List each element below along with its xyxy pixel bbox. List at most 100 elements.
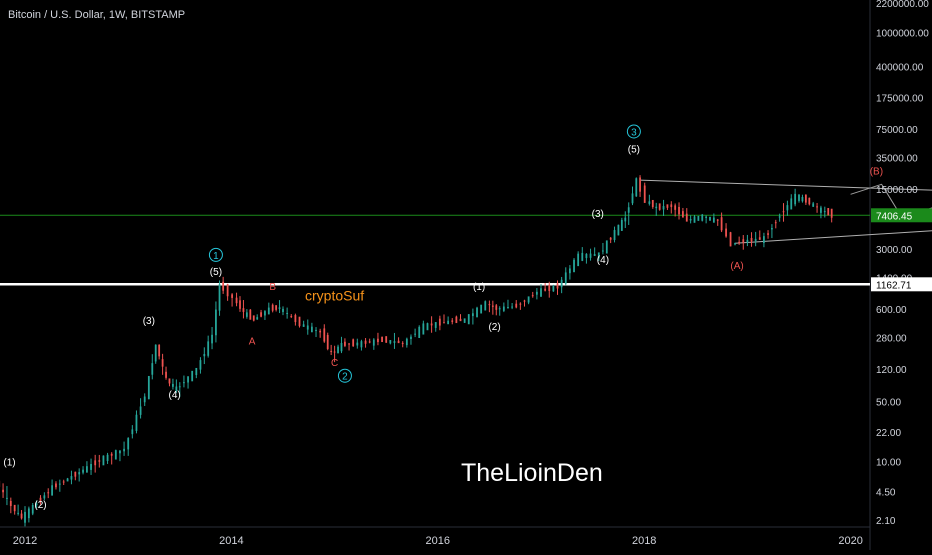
candle-body bbox=[632, 193, 634, 203]
candle-body bbox=[812, 203, 814, 206]
candle-body bbox=[528, 296, 530, 302]
candle-body bbox=[215, 310, 217, 336]
candle-body bbox=[674, 205, 676, 209]
candle-body bbox=[794, 194, 796, 204]
candle-body bbox=[439, 319, 441, 326]
candle-body bbox=[17, 513, 19, 514]
candle-body bbox=[783, 211, 785, 212]
candle-body bbox=[319, 331, 321, 333]
candle-body bbox=[738, 242, 740, 243]
candle-body bbox=[59, 484, 61, 485]
candle-body bbox=[709, 217, 711, 221]
candle-body bbox=[763, 236, 765, 243]
candle-body bbox=[282, 309, 284, 312]
candle-body bbox=[594, 254, 596, 256]
wave-label: (3) bbox=[143, 316, 155, 327]
candle-body bbox=[655, 207, 657, 208]
candle-body bbox=[256, 317, 258, 319]
candle-body bbox=[659, 203, 661, 209]
wave-label: A bbox=[249, 337, 256, 348]
candle-body bbox=[361, 341, 363, 347]
candle-body bbox=[802, 197, 804, 201]
candle-body bbox=[816, 206, 818, 207]
candle-body bbox=[557, 283, 559, 288]
candle-body bbox=[260, 312, 262, 316]
candle-body bbox=[492, 306, 494, 307]
candle-body bbox=[373, 339, 375, 345]
candle-body bbox=[103, 456, 105, 466]
wave-label: (1) bbox=[473, 282, 485, 293]
candle-body bbox=[268, 308, 270, 315]
candle-body bbox=[682, 211, 684, 217]
candle-body bbox=[246, 312, 248, 316]
wave-label: 3 bbox=[631, 127, 637, 138]
candle-body bbox=[239, 300, 241, 309]
candle-body bbox=[663, 206, 665, 209]
candle-body bbox=[606, 240, 608, 253]
candle-body bbox=[264, 311, 266, 315]
candle-body bbox=[275, 305, 277, 310]
candle-body bbox=[573, 260, 575, 272]
wave-label: (A) bbox=[730, 261, 743, 272]
candle-body bbox=[786, 205, 788, 210]
candle-body bbox=[524, 301, 526, 302]
price-tick-label: 15000.00 bbox=[876, 185, 918, 196]
candle-body bbox=[158, 345, 160, 356]
candle-body bbox=[805, 195, 807, 203]
candle-body bbox=[32, 505, 34, 514]
candle-body bbox=[90, 464, 92, 470]
wave-label: (4) bbox=[169, 390, 181, 401]
candle-body bbox=[356, 343, 358, 346]
brand-label: cryptoSuf bbox=[305, 288, 364, 304]
candle-body bbox=[431, 323, 433, 325]
candle-body bbox=[581, 253, 583, 261]
price-tick-label: 3000.00 bbox=[876, 245, 913, 256]
candle-body bbox=[410, 337, 412, 339]
candle-body bbox=[389, 340, 391, 343]
candle-body bbox=[717, 220, 719, 221]
candle-body bbox=[705, 217, 707, 218]
candle-body bbox=[323, 328, 325, 341]
candle-body bbox=[569, 268, 571, 273]
candle-body bbox=[211, 335, 213, 344]
price-tick-label: 50.00 bbox=[876, 398, 901, 409]
candle-body bbox=[385, 336, 387, 343]
candle-body bbox=[725, 229, 727, 237]
candle-body bbox=[344, 342, 346, 346]
candle-body bbox=[443, 322, 445, 323]
candle-body bbox=[713, 218, 715, 223]
price-tick-label: 2200000.00 bbox=[876, 0, 929, 10]
candle-body bbox=[652, 200, 654, 207]
candle-body bbox=[219, 284, 221, 310]
candle-body bbox=[460, 319, 462, 321]
chart-title: Bitcoin / U.S. Dollar, 1W, BITSTAMP bbox=[8, 9, 185, 21]
price-tick-label: 22.00 bbox=[876, 428, 901, 439]
time-tick-label: 2020 bbox=[838, 535, 862, 547]
candle-body bbox=[540, 288, 542, 297]
candle-body bbox=[565, 272, 567, 283]
candle-body bbox=[670, 204, 672, 207]
candle-body bbox=[697, 216, 699, 221]
candle-body bbox=[610, 238, 612, 240]
candle-body bbox=[369, 341, 371, 342]
candle-body bbox=[24, 512, 26, 523]
candle-body bbox=[348, 344, 350, 345]
wave-label: B bbox=[269, 282, 276, 293]
candle-body bbox=[227, 284, 229, 296]
candle-body bbox=[394, 341, 396, 343]
candle-body bbox=[468, 314, 470, 324]
wave-label: (2) bbox=[34, 500, 46, 511]
candle-body bbox=[532, 295, 534, 296]
candle-body bbox=[678, 207, 680, 214]
candle-body bbox=[648, 201, 650, 204]
candle-body bbox=[820, 208, 822, 213]
candle-body bbox=[107, 455, 109, 461]
candle-body bbox=[503, 307, 505, 311]
candle-body bbox=[480, 305, 482, 314]
candle-body bbox=[195, 368, 197, 375]
candle-body bbox=[427, 323, 429, 330]
candle-body bbox=[377, 339, 379, 342]
candle-body bbox=[148, 376, 150, 399]
candle-body bbox=[577, 254, 579, 266]
candle-body bbox=[140, 406, 142, 414]
